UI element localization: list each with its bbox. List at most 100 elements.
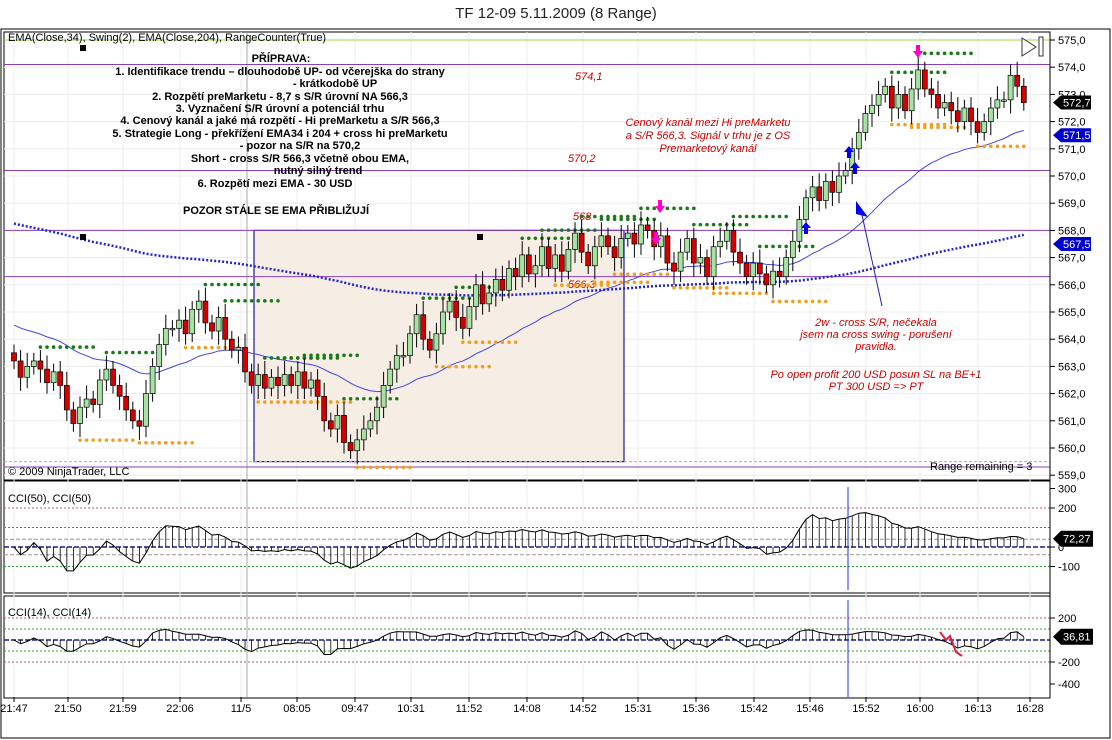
candle-up (532, 265, 539, 275)
swing-high-dot (758, 244, 762, 249)
candle-down (968, 107, 974, 122)
swing-low-dot (725, 291, 729, 296)
swing-high-dot (137, 350, 142, 355)
candle-down (301, 371, 308, 389)
plan-line: - krátkodobě UP (293, 78, 377, 90)
swing-low-dot (500, 340, 505, 345)
candle-down (928, 88, 935, 95)
candle-up (162, 327, 169, 345)
price-tick-label: 563,0 (1058, 361, 1086, 373)
time-tick-label: 21:59 (109, 703, 137, 715)
swing-high-dot (454, 285, 459, 290)
candle-up (677, 251, 684, 272)
swing-low-dot (645, 272, 650, 277)
candle-up (855, 132, 862, 150)
candle-up (393, 355, 400, 370)
candle-down (57, 371, 64, 386)
swing-high-dot (78, 345, 82, 349)
last-price-tag-label: 572,7 (1063, 98, 1091, 110)
swing-low-dot (672, 286, 676, 290)
swing-low-dot (474, 364, 478, 369)
candle-up (506, 268, 512, 291)
candle-down (737, 251, 743, 264)
swing-low-dot (896, 122, 901, 127)
swing-low-dot (923, 125, 927, 130)
swing-low-dot (487, 340, 492, 345)
time-tick-label: 08:05 (283, 703, 311, 715)
swing-high-dot (560, 228, 564, 232)
swing-high-dot (652, 206, 656, 211)
swing-low-dot (909, 122, 914, 127)
candle-up (869, 104, 875, 114)
swing-high-dot (230, 282, 234, 287)
swing-low-dot (1002, 144, 1006, 149)
swing-low-dot (150, 441, 155, 445)
swing-low-dot (612, 272, 617, 277)
swing-low-dot (639, 280, 643, 285)
candle-down (453, 300, 460, 318)
swing-low-dot (975, 144, 980, 149)
trade-pointer-line (861, 214, 883, 307)
swing-high-dot (58, 345, 62, 349)
candle-up (413, 314, 420, 335)
candle-up (875, 94, 882, 106)
time-tick-label: 15:46 (796, 703, 824, 715)
swing-high-dot (210, 282, 214, 287)
buy-arrow-icon (850, 162, 860, 174)
swing-low-dot (784, 299, 788, 304)
candle-up (354, 439, 361, 452)
swing-high-dot (665, 206, 670, 211)
swing-high-dot (546, 236, 551, 241)
price-tick-label: 568,0 (1058, 225, 1086, 237)
swing-low-dot (764, 291, 769, 296)
swing-high-dot (744, 214, 749, 219)
candle-up (473, 284, 479, 307)
swing-high-dot (150, 350, 155, 355)
swing-low-dot (401, 465, 406, 470)
candle-down (888, 85, 895, 109)
candle-up (215, 317, 222, 332)
swing-low-dot (560, 283, 564, 287)
swing-high-dot (104, 350, 109, 355)
swing-high-dot (355, 353, 360, 358)
swing-low-dot (744, 291, 749, 296)
candle-up (882, 85, 889, 95)
swing-high-dot (342, 396, 346, 401)
swing-high-dot (38, 345, 43, 349)
sr-level-label: 570,2 (568, 153, 596, 165)
swing-low-dot (645, 280, 650, 285)
time-tick-label: 10:31 (397, 703, 425, 715)
swing-low-dot (692, 286, 696, 290)
candle-down (275, 376, 281, 386)
swing-high-dot (566, 236, 571, 241)
candle-up (822, 181, 829, 201)
candle-down (17, 360, 24, 378)
swing-low-dot (738, 291, 742, 296)
swing-high-dot (672, 206, 676, 211)
candle-up (981, 121, 988, 133)
swing-low-dot (408, 465, 412, 470)
candle-up (987, 107, 994, 122)
swing-high-dot (203, 282, 208, 287)
candle-up (367, 420, 374, 430)
swing-low-dot (982, 144, 986, 149)
candle-up (789, 240, 796, 258)
candle-down (327, 420, 334, 430)
candle-up (591, 246, 598, 267)
swing-high-dot (764, 244, 769, 249)
price-tick-label: 560,0 (1058, 443, 1086, 455)
pt-note: Po open profit 200 USD posun SL na BE+1 (770, 369, 981, 381)
swing-high-dot (692, 222, 696, 227)
price-tick-label: 569,0 (1058, 198, 1086, 210)
swing-high-dot (738, 214, 742, 219)
candle-up (697, 257, 704, 264)
channel-note: Cenový kanál mezi Hi preMarketu (625, 117, 790, 129)
swing-low-dot (309, 400, 313, 404)
candle-up (961, 107, 968, 122)
candle-down (222, 317, 229, 340)
swing-high-dot (632, 217, 637, 222)
swing-high-dot (131, 350, 135, 355)
play-icon (1021, 37, 1037, 57)
swing-high-dot (441, 296, 445, 300)
